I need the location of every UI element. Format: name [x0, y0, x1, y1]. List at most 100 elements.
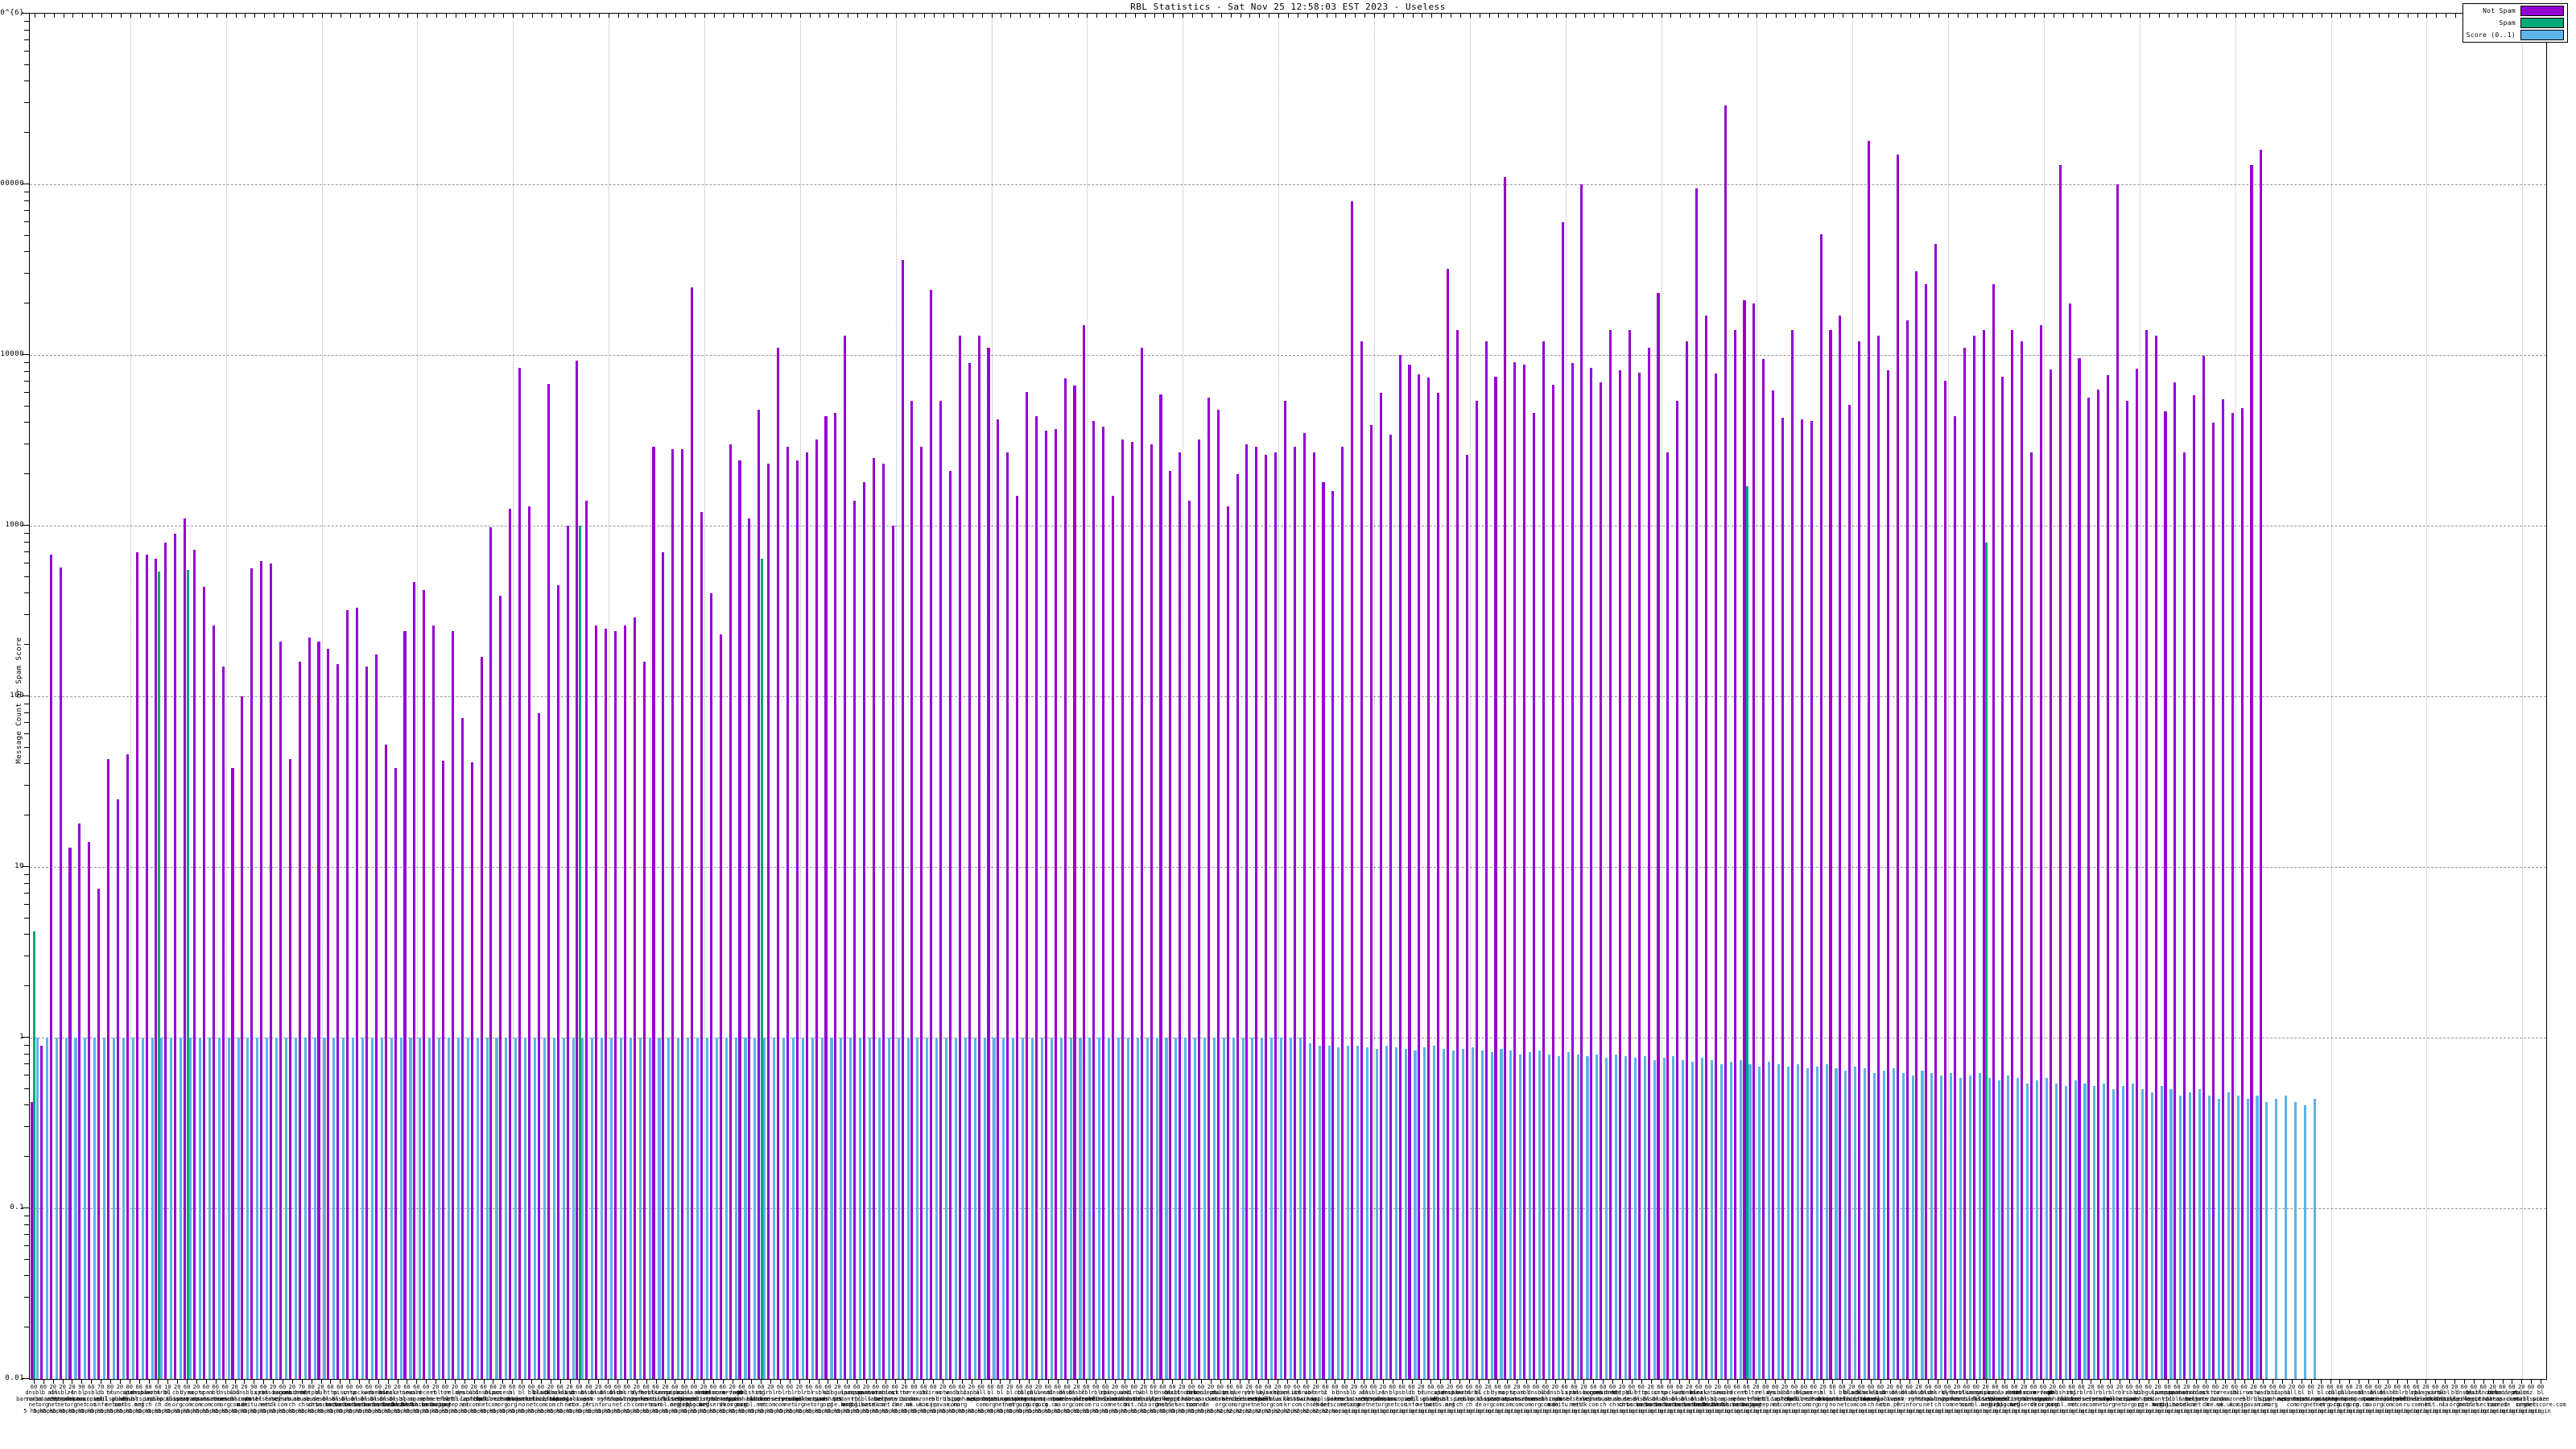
- x-tick-label: 60 noptr spamrats com origin: [1493, 1384, 1521, 1414]
- x-tick-top: [245, 14, 246, 18]
- x-tick-top: [1355, 14, 1356, 18]
- x-tick-top: [398, 14, 399, 18]
- bar-score: [1366, 1046, 1369, 1379]
- x-tick: [330, 1380, 332, 1384]
- bar-not-spam: [1542, 341, 1545, 1379]
- bar-score: [926, 1038, 929, 1379]
- bar-not-spam: [489, 526, 493, 1379]
- x-tick: [569, 1380, 571, 1384]
- x-tick: [110, 1380, 112, 1384]
- x-tick-label: 20 bl suomispam net origin: [2305, 1384, 2336, 1414]
- x-tick-top: [206, 14, 208, 18]
- x-tick-top: [2244, 14, 2246, 18]
- bar-score: [801, 1038, 804, 1379]
- x-tick-label: 60 hil habeas com 5 hops: [1181, 1384, 1202, 1414]
- x-tick-label: 20 ubl unsubscore com 5 hops: [217, 1384, 252, 1414]
- x-tick-label: 20 tor efnet org origin: [1745, 1384, 1767, 1414]
- bar-score: [648, 1038, 651, 1379]
- bar-score: [370, 1038, 374, 1379]
- bar-not-spam: [1331, 490, 1335, 1379]
- x-tick: [799, 1380, 800, 1384]
- bar-score: [1500, 1048, 1503, 1379]
- bar-not-spam: [1733, 330, 1736, 1379]
- x-tick: [1650, 1380, 1652, 1384]
- bar-not-spam: [184, 518, 187, 1379]
- y-tick-minor: [24, 763, 29, 765]
- x-tick-top: [1575, 14, 1576, 18]
- bar-not-spam: [106, 758, 110, 1379]
- y-tick-label: 10: [14, 862, 24, 870]
- x-tick-top: [2215, 14, 2217, 18]
- x-tick: [598, 1380, 600, 1384]
- y-tick-minor: [24, 644, 29, 646]
- x-tick: [665, 1380, 667, 1384]
- bar-not-spam: [1829, 330, 1832, 1379]
- y-tick-minor: [24, 613, 29, 615]
- bar-not-spam: [2174, 382, 2177, 1379]
- bar-score: [2054, 1083, 2058, 1379]
- y-tick-minor: [24, 541, 29, 543]
- x-tick-top: [72, 14, 74, 18]
- x-tick: [81, 1380, 83, 1384]
- x-tick-label: 60 cbl anti-spam org.cn 5 hops: [1004, 1384, 1035, 1414]
- y-tick-minor: [24, 576, 29, 577]
- x-tick-label: 60 bl scientificspam net origin: [1818, 1384, 1866, 1414]
- x-tick-top: [2015, 14, 2017, 18]
- x-tick-label: 60 old spam dnsbl.sorbs.net origin: [1702, 1384, 1753, 1414]
- x-tick-top: [197, 14, 198, 18]
- bar-score: [993, 1038, 996, 1379]
- x-tick-top: [656, 14, 658, 18]
- x-tick: [1871, 1380, 1872, 1384]
- x-tick-top: [1833, 14, 1835, 18]
- bar-not-spam: [1848, 405, 1852, 1379]
- x-tick-label: 20 dnsbl webequipped com origin: [2368, 1384, 2407, 1414]
- x-tick-label: 60 uribl swinog ch 2 hops: [1296, 1384, 1317, 1414]
- x-tick-label: 60 dnsbl isx fr 5 hops: [578, 1384, 599, 1414]
- x-tick-top: [991, 14, 993, 18]
- x-tick: [1957, 1380, 1958, 1384]
- x-tick-top: [551, 14, 552, 18]
- bar-score: [830, 1038, 833, 1379]
- x-tick-label: 60 dnsbl sorbs net origin: [1334, 1384, 1355, 1414]
- bar-not-spam: [1915, 270, 1918, 1379]
- x-tick-top: [331, 14, 332, 18]
- x-tick-top: [139, 14, 141, 18]
- bar-score: [1079, 1038, 1082, 1379]
- x-tick: [2004, 1380, 2006, 1384]
- x-tick: [1497, 1380, 1499, 1384]
- x-tick-label: 60 dnsbl tornevall org 5 hops: [1051, 1384, 1083, 1414]
- x-tick: [2492, 1380, 2494, 1384]
- x-tick-top: [675, 14, 677, 18]
- x-tick: [1641, 1380, 1642, 1384]
- x-tick: [1536, 1380, 1538, 1384]
- bar-score: [131, 1038, 134, 1379]
- bar-not-spam: [1609, 330, 1612, 1379]
- bar-score: [1126, 1038, 1129, 1379]
- x-tick-top: [1976, 14, 1978, 18]
- x-tick-top: [2187, 14, 2189, 18]
- x-tick-label: 20 spamsources fabel dk 5 hops: [254, 1384, 292, 1414]
- x-tick-top: [695, 14, 696, 18]
- bar-not-spam: [691, 287, 694, 1379]
- bar-score: [1844, 1071, 1847, 1379]
- x-tick: [617, 1380, 618, 1384]
- bar-not-spam: [1475, 400, 1478, 1379]
- x-tick-top: [225, 14, 227, 18]
- x-tick: [904, 1380, 906, 1384]
- x-tick-label: 80 spam dnsbl sorbs.net 5 hops: [114, 1384, 145, 1414]
- bar-score: [151, 1038, 154, 1379]
- bar-score: [524, 1038, 527, 1379]
- x-tick: [1880, 1380, 1881, 1384]
- bar-not-spam: [365, 666, 368, 1379]
- x-tick-top: [2436, 14, 2438, 18]
- x-tick-top: [1958, 14, 1959, 18]
- x-tick: [751, 1380, 753, 1384]
- x-tick-top: [2034, 14, 2036, 18]
- bar-score: [2285, 1095, 2288, 1379]
- y-tick-minor: [24, 917, 29, 919]
- x-tick-top: [1116, 14, 1117, 18]
- y-tick-label: 100000: [0, 180, 24, 188]
- bar-not-spam: [2107, 375, 2110, 1379]
- bar-not-spam: [709, 593, 712, 1379]
- x-tick-label: 60 cblplus anti-spam org.cn origin: [2324, 1384, 2355, 1414]
